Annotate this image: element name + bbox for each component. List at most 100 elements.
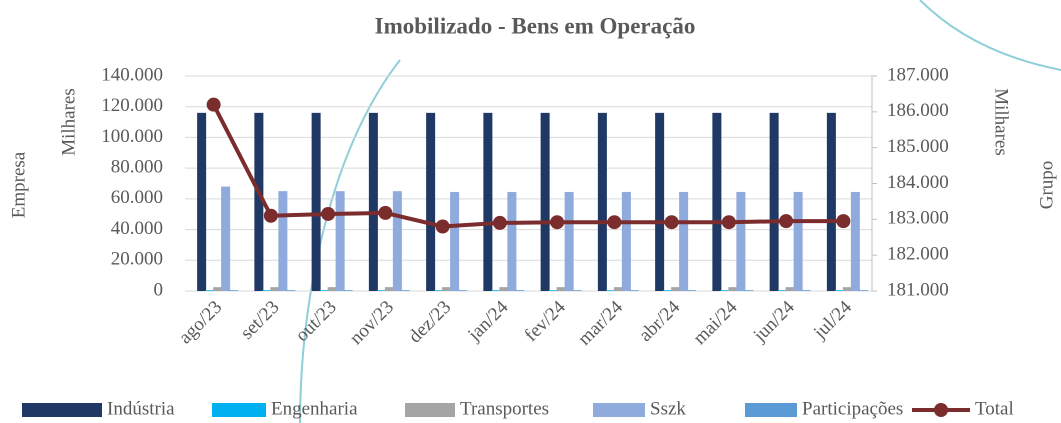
x-tick-label: dez/23 [405,297,456,348]
bar [728,287,738,291]
y-tick-label: 60.000 [111,187,163,208]
legend-swatch [593,403,645,417]
bar [556,287,566,291]
bar [327,287,337,291]
bar [254,112,264,291]
x-tick-label: jun/24 [749,296,799,346]
y-axis-label: Empresa [8,151,29,218]
line [211,103,844,229]
bar [777,290,787,291]
bar [319,290,329,291]
bar [213,287,223,291]
legend-swatch [22,403,102,417]
x-tick-label: nov/23 [346,297,398,349]
bar [744,290,754,291]
bar [483,112,493,291]
bar [834,290,844,291]
x-tick-label: mai/24 [689,296,742,349]
line-marker [721,215,736,230]
bar [278,191,288,291]
bar [785,287,795,291]
legend-swatch [405,403,455,417]
y-tick-label: 120.000 [101,95,163,116]
bar [434,290,444,291]
bar [507,191,517,291]
y2-axis-unit: Milhares [991,88,1012,156]
bar [621,191,631,291]
y2-tick-label: 183.000 [887,208,949,229]
bar [442,287,452,291]
bar [858,290,868,291]
line-marker [779,214,794,229]
line-marker [492,215,507,230]
bar [801,290,811,291]
line-marker [550,215,565,230]
bar [629,290,639,291]
bar [564,191,574,291]
legend-label: Sszk [650,398,686,419]
bar [392,191,402,291]
bar [687,290,697,291]
legend-swatch [212,403,266,417]
x-tick-label: jul/24 [809,296,856,343]
x-tick-label: ago/23 [175,297,226,348]
bar [384,287,394,291]
bar [655,112,665,291]
legend-label: Indústria [107,398,175,419]
bar [343,290,353,291]
y2-tick-label: 187.000 [887,64,949,85]
y2-tick-label: 184.000 [887,172,949,193]
bar [826,112,836,291]
line-marker [664,215,679,230]
line-marker [263,208,278,223]
bar [221,186,231,291]
bar [663,290,673,291]
bar [540,112,550,291]
line-marker [607,215,622,230]
bar [368,112,378,291]
bar [335,191,345,291]
y-tick-label: 80.000 [111,157,163,178]
bar [262,290,272,291]
bar [286,290,296,291]
bar [229,290,239,291]
y-tick-label: 100.000 [101,126,163,147]
decor-curve [919,0,1061,71]
bar [548,290,558,291]
line-marker [378,205,393,220]
legend-swatch [745,403,797,417]
bar [671,287,681,291]
x-tick-label: fev/24 [521,296,571,346]
x-tick-label: out/23 [292,297,341,346]
legend-label: Total [975,398,1014,419]
y2-tick-label: 186.000 [887,100,949,121]
bar [205,290,215,291]
bar [793,191,803,291]
bar [597,112,607,291]
y-tick-label: 40.000 [111,218,163,239]
bar [426,112,436,291]
legend-swatch [934,403,948,417]
bar [515,290,525,291]
y-tick-label: 0 [154,279,164,300]
bar [499,287,509,291]
x-tick-label: mar/24 [574,296,627,349]
bar [270,287,280,291]
bar [458,290,468,291]
bar [376,290,386,291]
bar [769,112,779,291]
x-tick-label: abr/24 [635,296,685,346]
bar [605,290,615,291]
bar [450,191,460,291]
bar [712,112,722,291]
x-tick-label: set/23 [237,297,284,344]
bar [720,290,730,291]
x-tick-label: jan/24 [463,296,512,345]
bar [197,112,207,291]
y2-tick-label: 185.000 [887,136,949,157]
bar [613,287,623,291]
line-marker [836,214,851,229]
line-marker [206,97,221,112]
